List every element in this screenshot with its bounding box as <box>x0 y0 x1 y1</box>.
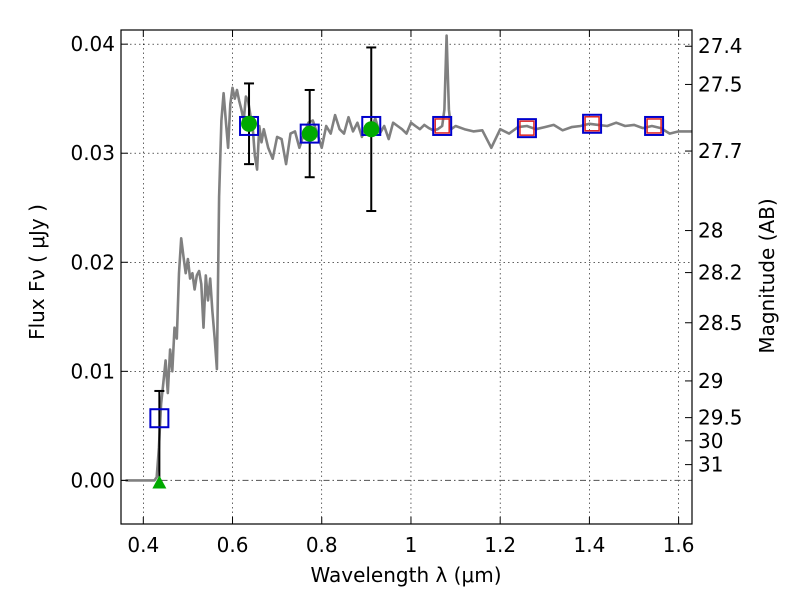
photometry-box-marker <box>516 118 537 139</box>
photometry-box-marker <box>582 113 603 134</box>
right-tick-label: 28 <box>698 219 723 243</box>
inner-box-marker <box>519 120 535 136</box>
measured-point <box>241 115 258 132</box>
y-tick-label: 0.02 <box>70 250 115 274</box>
model-spectrum-path <box>125 34 692 482</box>
y-tick-label: 0.04 <box>70 32 115 56</box>
right-tick-label: 27.4 <box>698 34 743 58</box>
y-tick-label: 0.03 <box>70 141 115 165</box>
x-tick-label: 1.2 <box>484 533 516 557</box>
right-tick-label: 27.7 <box>698 139 743 163</box>
x-tick-label: 1.4 <box>573 533 605 557</box>
x-tick-label: 1 <box>405 533 418 557</box>
x-tick-label: 0.6 <box>217 533 249 557</box>
right-axis-label: Magnitude (AB) <box>755 198 779 353</box>
right-tick-label: 28.5 <box>698 311 743 335</box>
inner-box-marker <box>646 118 662 134</box>
measured-point <box>301 125 318 142</box>
x-tick-label: 1.6 <box>663 533 695 557</box>
right-tick-label: 28.2 <box>698 261 743 285</box>
plot-frame <box>120 29 693 525</box>
x-axis-label: Wavelength λ (μm) <box>310 563 501 587</box>
measured-point <box>363 121 380 138</box>
limit-triangle-marker <box>152 475 167 489</box>
y-axis-label: Flux Fν ( μJy ) <box>25 204 49 340</box>
y-tick-label: 0.01 <box>70 359 115 383</box>
y-axis-ticks: 0.00 0.01 0.02 0.03 0.04 <box>70 32 128 492</box>
y-tick-label: 0.00 <box>70 468 115 492</box>
x-axis-ticks: 0.4 0.6 0.8 1 1.2 1.4 1.6 <box>127 30 695 557</box>
right-tick-label: 29.5 <box>698 406 743 430</box>
photometry-box-marker <box>149 408 170 429</box>
model-spectrum-line <box>125 34 692 482</box>
right-tick-label: 27.5 <box>698 72 743 96</box>
right-tick-label: 30 <box>698 429 723 453</box>
photometry-box-marker <box>644 115 665 136</box>
photometry-box-marker <box>432 115 453 136</box>
right-tick-label: 31 <box>698 453 723 477</box>
inner-box-marker <box>434 118 450 134</box>
x-tick-label: 0.4 <box>127 533 159 557</box>
x-tick-label: 0.8 <box>306 533 338 557</box>
right-tick-label: 29 <box>698 369 723 393</box>
photometry-box-marker <box>299 123 320 144</box>
photometry-markers <box>149 46 665 489</box>
inner-box-marker <box>584 116 600 132</box>
